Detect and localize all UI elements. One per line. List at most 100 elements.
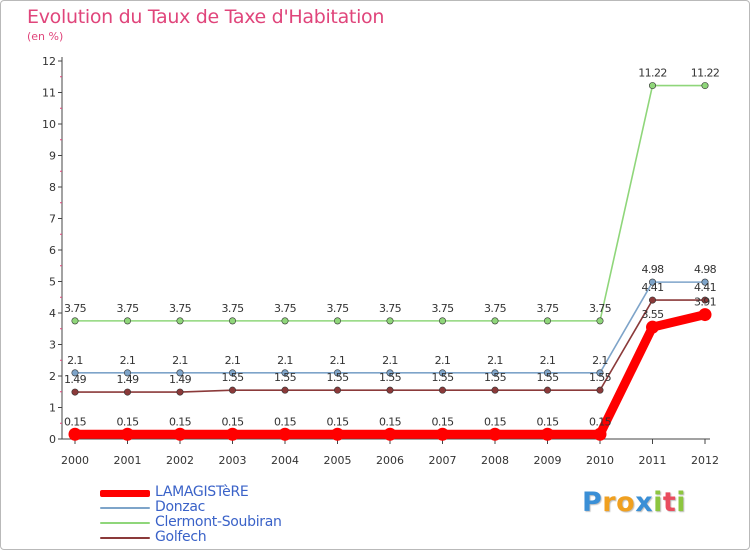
data-label: 0.15: [589, 415, 612, 428]
data-label: 4.41: [694, 281, 716, 294]
legend-swatch: [100, 507, 150, 509]
x-tick-label: 2003: [219, 454, 247, 467]
data-label: 3.75: [116, 302, 139, 315]
data-label: 2.1: [120, 354, 136, 367]
data-label: 1.55: [536, 371, 559, 384]
data-point: [436, 427, 449, 441]
legend-label: LAMAGISTèRE: [155, 484, 249, 500]
data-point: [281, 386, 289, 394]
data-label: 1.49: [116, 373, 139, 386]
y-tick-label: 1: [49, 402, 56, 415]
data-point: [71, 317, 79, 325]
data-point: [386, 369, 394, 377]
y-tick-label: 0: [49, 433, 56, 446]
data-point: [596, 369, 604, 377]
data-point: [176, 388, 184, 396]
data-label: 11.22: [691, 67, 720, 80]
data-label: 2.1: [277, 354, 293, 367]
data-label: 2.1: [172, 354, 188, 367]
logo-letter: o: [616, 487, 636, 518]
data-point: [648, 82, 656, 90]
data-point: [281, 369, 289, 377]
data-label: 0.15: [64, 415, 87, 428]
data-label: 2.1: [382, 354, 398, 367]
data-point: [333, 386, 341, 394]
data-label: 3.75: [379, 302, 402, 315]
data-point: [488, 427, 502, 441]
data-point: [333, 369, 341, 377]
data-point: [596, 386, 604, 394]
data-point: [701, 296, 709, 304]
data-point: [491, 386, 499, 394]
logo-letter: r: [602, 487, 617, 518]
data-label: 1.55: [431, 371, 454, 384]
data-point: [226, 427, 239, 441]
y-tick-label: 9: [49, 150, 56, 163]
x-tick-label: 2006: [376, 454, 404, 467]
data-label: 1.55: [326, 371, 349, 384]
data-point: [593, 427, 607, 441]
x-tick-label: 2011: [639, 454, 667, 467]
data-point: [278, 427, 292, 441]
data-point: [333, 317, 341, 325]
legend-swatch: [100, 537, 150, 539]
data-label: 3.75: [221, 302, 244, 315]
data-label: 0.15: [379, 415, 402, 428]
legend-swatch: [100, 522, 150, 524]
x-tick-label: 2012: [691, 454, 719, 467]
data-point: [68, 427, 82, 441]
data-label: 0.15: [536, 415, 559, 428]
x-tick-label: 2004: [271, 454, 299, 467]
y-tick-label: 11: [42, 87, 56, 100]
data-point: [331, 427, 344, 441]
data-label: 3.55: [641, 308, 664, 321]
data-point: [701, 278, 709, 286]
data-label: 1.55: [274, 371, 297, 384]
data-label: 3.75: [431, 302, 454, 315]
data-point: [541, 427, 554, 441]
logo-letter: t: [662, 487, 677, 518]
y-tick-label: 2: [49, 370, 56, 383]
data-point: [386, 317, 394, 325]
data-label: 2.1: [540, 354, 556, 367]
y-tick-label: 7: [49, 213, 56, 226]
y-tick-label: 12: [42, 55, 56, 68]
data-point: [648, 278, 656, 286]
logo-letter: P: [582, 487, 603, 518]
data-label: 4.98: [641, 263, 664, 276]
x-tick-label: 2000: [61, 454, 89, 467]
data-point: [701, 82, 709, 90]
data-point: [438, 369, 446, 377]
data-point: [383, 427, 397, 441]
series-line-2: [74, 84, 706, 322]
data-point: [438, 386, 446, 394]
legend-item: Golfech: [100, 529, 360, 545]
data-label: 4.98: [694, 263, 717, 276]
x-tick-label: 2005: [324, 454, 352, 467]
legend-swatch: [100, 490, 150, 497]
logo-letter: i: [676, 487, 687, 518]
data-point: [176, 369, 184, 377]
x-tick-label: 2007: [429, 454, 457, 467]
y-tick-label: 10: [42, 118, 56, 131]
y-tick-label: 3: [49, 339, 56, 352]
data-label: 1.49: [169, 373, 192, 386]
data-label: 2.1: [487, 354, 503, 367]
data-label: 3.91: [694, 296, 716, 309]
data-point: [124, 369, 132, 377]
data-point: [386, 386, 394, 394]
data-point: [124, 388, 132, 396]
data-point: [491, 369, 499, 377]
data-point: [71, 388, 79, 396]
data-label: 3.75: [326, 302, 349, 315]
data-point: [71, 369, 79, 377]
data-label: 11.22: [638, 67, 667, 80]
data-label: 3.75: [64, 302, 87, 315]
data-point: [229, 317, 237, 325]
data-point: [596, 317, 604, 325]
data-label: 2.1: [67, 354, 83, 367]
x-tick-label: 2002: [166, 454, 194, 467]
data-label: 3.75: [589, 302, 612, 315]
data-point: [646, 320, 659, 334]
